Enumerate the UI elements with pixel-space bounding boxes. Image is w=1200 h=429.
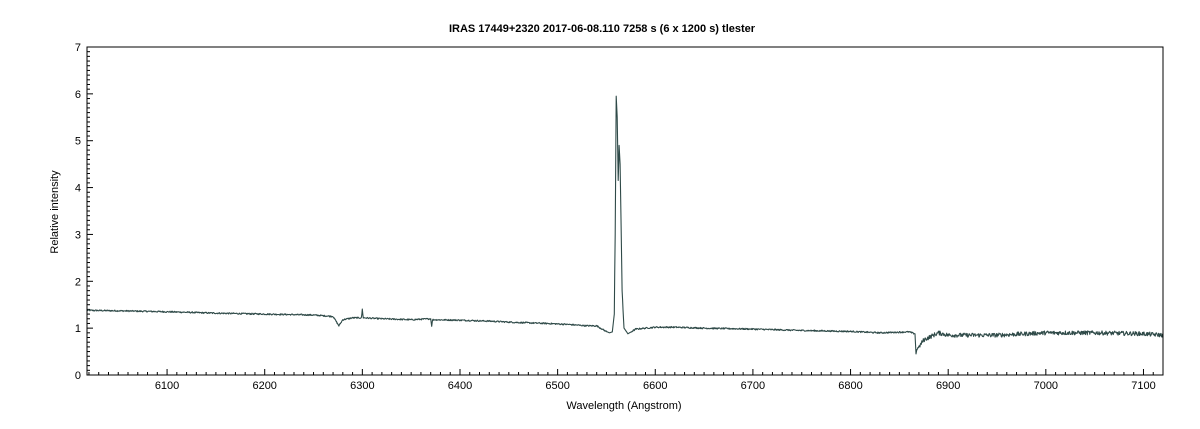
y-axis-title: Relative intensity [49,170,61,254]
x-tick-label: 6700 [741,380,765,392]
x-tick-label: 6600 [643,380,667,392]
x-tick-label: 6200 [252,380,276,392]
x-tick-label: 6100 [155,380,179,392]
chart-title: IRAS 17449+2320 2017-06-08.110 7258 s (6… [449,23,756,35]
y-tick-label: 1 [75,323,81,335]
x-axis-title: Wavelength (Angstrom) [566,400,681,412]
y-tick-label: 6 [75,89,81,101]
y-tick-label: 4 [75,183,81,195]
x-tick-label: 7000 [1034,380,1058,392]
x-tick-label: 7100 [1131,380,1155,392]
y-tick-label: 2 [75,276,81,288]
y-tick-label: 0 [75,370,81,382]
x-tick-label: 6800 [838,380,862,392]
x-tick-label: 6500 [545,380,569,392]
y-tick-label: 7 [75,42,81,54]
x-tick-label: 6900 [936,380,960,392]
x-tick-label: 6300 [350,380,374,392]
y-tick-label: 5 [75,136,81,148]
y-tick-label: 3 [75,229,81,241]
spectrum-line [86,95,1164,355]
x-tick-label: 6400 [448,380,472,392]
plot-frame [86,46,1164,376]
